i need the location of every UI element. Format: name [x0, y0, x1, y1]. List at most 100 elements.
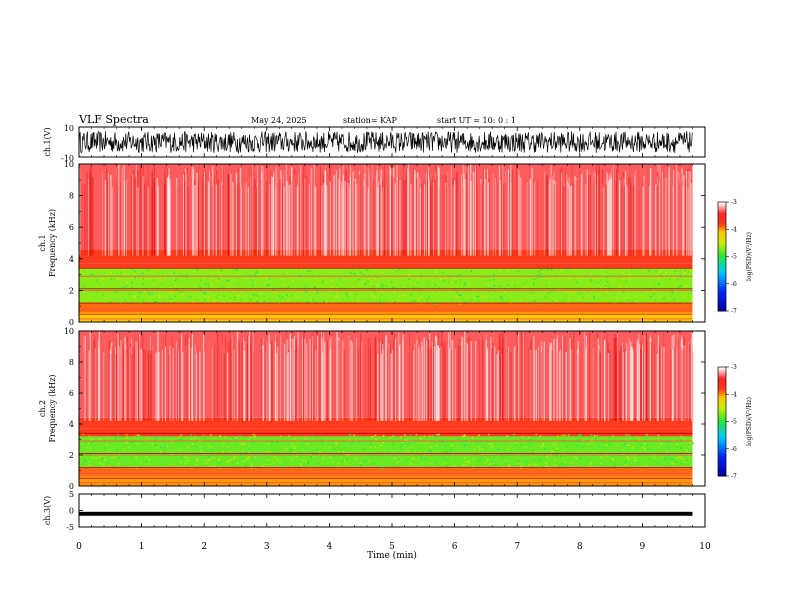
streak — [82, 353, 84, 421]
streak — [111, 342, 113, 421]
speckle — [576, 445, 579, 447]
colorbar-cell — [718, 291, 726, 294]
speckle — [125, 434, 128, 436]
speckle — [468, 462, 471, 464]
streak — [386, 347, 388, 421]
streak — [341, 181, 342, 256]
streak — [202, 333, 205, 421]
streak — [569, 338, 571, 421]
psd-band — [79, 417, 693, 437]
speckle — [151, 438, 153, 441]
streak — [585, 184, 587, 256]
streak — [186, 173, 188, 256]
streak — [594, 172, 596, 256]
speckle — [680, 286, 682, 288]
streak — [124, 338, 126, 421]
speckle — [652, 455, 655, 457]
speckle — [519, 438, 522, 440]
colorbar-cell — [718, 437, 726, 441]
speckle — [613, 461, 615, 463]
speckle — [421, 456, 423, 458]
colorbar-cell — [718, 292, 726, 296]
speckle — [666, 462, 669, 465]
speckle — [605, 455, 608, 458]
speckle — [164, 446, 166, 449]
speckle — [263, 281, 265, 284]
speckle — [390, 281, 393, 283]
streak — [152, 350, 153, 421]
speckle — [82, 461, 84, 464]
streak — [110, 175, 112, 256]
streak — [581, 348, 582, 421]
speckle — [123, 447, 125, 450]
streak — [269, 184, 271, 256]
speckle — [685, 272, 687, 274]
speckle — [135, 456, 137, 458]
speckle — [527, 271, 529, 273]
speckle — [380, 444, 383, 447]
date-label: May 24, 2025 — [251, 116, 307, 125]
speckle — [393, 290, 395, 292]
speckle — [563, 453, 566, 456]
streak — [631, 346, 633, 421]
speckle — [409, 434, 412, 437]
speckle — [410, 288, 412, 291]
speckle — [184, 462, 187, 465]
speckle — [559, 455, 562, 457]
speckle — [218, 459, 220, 462]
speckle — [627, 457, 629, 459]
streak — [452, 184, 454, 256]
speckle — [432, 290, 434, 292]
speckle — [653, 457, 656, 459]
speckle — [539, 435, 542, 437]
speckle — [119, 302, 122, 305]
speckle — [632, 435, 634, 438]
streak — [560, 349, 561, 421]
streak — [291, 168, 293, 256]
speckle — [179, 449, 181, 452]
streak — [422, 181, 424, 256]
streak — [427, 178, 429, 256]
streak — [246, 344, 248, 421]
speckle — [484, 462, 487, 464]
streak — [151, 171, 153, 256]
colorbar-cell — [718, 421, 726, 424]
speckle — [676, 457, 678, 460]
speckle — [564, 465, 566, 468]
speckle — [245, 295, 247, 297]
streak — [102, 172, 103, 256]
streak — [623, 186, 625, 256]
speckle — [275, 275, 277, 278]
streak — [456, 171, 458, 256]
streak — [671, 335, 673, 421]
speckle — [245, 464, 247, 467]
speckle — [314, 453, 316, 456]
speckle — [472, 459, 474, 461]
streak — [251, 332, 252, 421]
colorbar-cell — [718, 225, 726, 228]
speckle — [132, 272, 135, 275]
speckle — [374, 444, 377, 446]
speckle — [521, 465, 523, 467]
speckle — [517, 461, 520, 463]
speckle — [350, 271, 352, 274]
speckle — [203, 270, 206, 272]
speckle — [649, 288, 651, 291]
speckle — [218, 467, 221, 469]
speckle — [157, 270, 159, 273]
streak — [455, 178, 457, 256]
speckle — [591, 297, 593, 300]
speckle — [321, 281, 324, 284]
speckle — [691, 295, 693, 298]
speckle — [129, 269, 131, 272]
speckle — [200, 279, 202, 281]
speckle — [252, 284, 255, 287]
speckle — [625, 298, 628, 300]
streak — [657, 335, 659, 421]
ytick-label: 10 — [64, 327, 74, 336]
xtick-label: 7 — [514, 542, 520, 552]
streak — [144, 349, 146, 421]
speckle — [328, 299, 330, 301]
speckle — [453, 278, 456, 280]
speckle — [418, 442, 421, 444]
